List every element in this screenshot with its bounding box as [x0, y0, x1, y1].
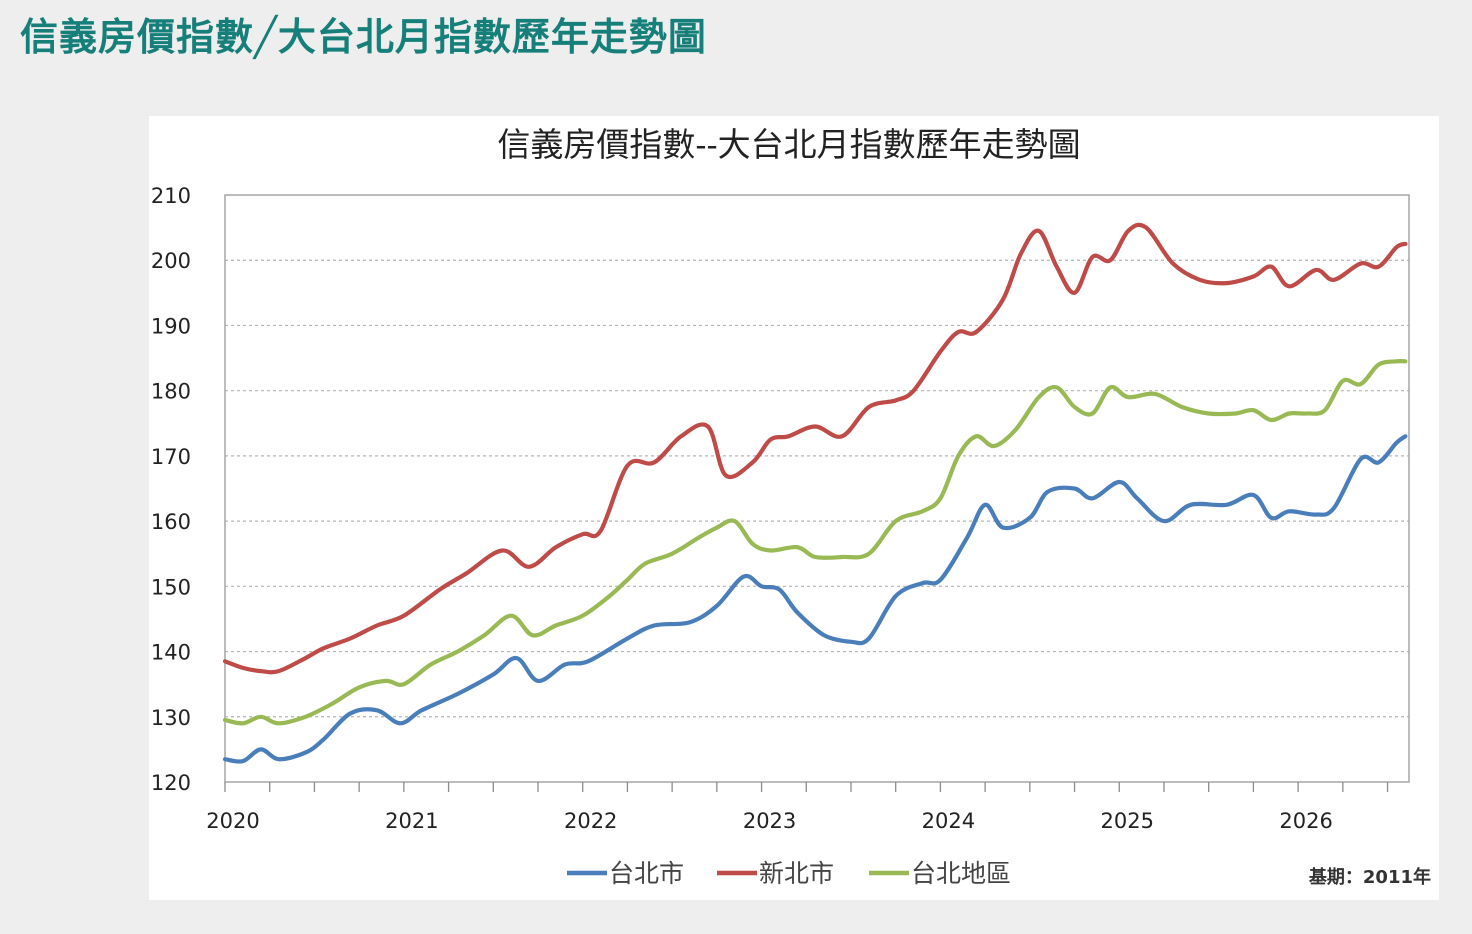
x-tick-label: 2022	[564, 809, 617, 833]
line-chart: 信義房價指數--大台北月指數歷年走勢圖 120 130 140 150 160 170 18…	[151, 125, 1431, 888]
x-tick-label: 2020	[206, 809, 259, 833]
legend-label-taipei-city: 台北市	[609, 859, 684, 888]
legend-label-taipei-area: 台北地區	[911, 859, 1011, 888]
y-tick-label: 190	[151, 314, 191, 338]
y-tick-label: 170	[151, 445, 191, 469]
y-tick-label: 200	[151, 249, 191, 273]
y-tick-label: 160	[151, 510, 191, 534]
y-tick-label: 150	[151, 575, 191, 599]
x-tick-label: 2021	[385, 809, 438, 833]
series-layer	[222, 222, 1408, 764]
x-tick-label: 2024	[922, 809, 975, 833]
series-line-taipei-city	[222, 434, 1408, 764]
plot-frame	[224, 194, 1410, 783]
series-line-taipei-area	[222, 358, 1408, 726]
legend-label-new-taipei-city: 新北市	[759, 859, 834, 888]
page-title: 信義房價指數╱大台北月指數歷年走勢圖	[20, 15, 707, 59]
grid-layer	[225, 259, 1409, 718]
y-tick-label: 210	[151, 184, 191, 208]
legend: 台北市 新北市 台北地區	[567, 859, 1011, 888]
base-period-note: 基期：2011年	[1308, 866, 1431, 888]
series-line-new-taipei-city	[222, 222, 1408, 675]
x-tick-label: 2023	[743, 809, 796, 833]
chart-panel: 信義房價指數--大台北月指數歷年走勢圖 120 130 140 150 160 170 18…	[149, 116, 1439, 900]
y-tick-label: 130	[151, 706, 191, 730]
x-tick-label: 2026	[1279, 809, 1332, 833]
chart-title: 信義房價指數--大台北月指數歷年走勢圖	[497, 125, 1080, 164]
x-tick-label: 2025	[1101, 809, 1154, 833]
y-tick-label: 180	[151, 380, 191, 404]
y-tick-label: 140	[151, 641, 191, 665]
axis-layer: 120 130 140 150 160 170 180 190 200 210 2020 2021 20…	[151, 184, 1410, 833]
y-tick-label: 120	[151, 771, 191, 795]
